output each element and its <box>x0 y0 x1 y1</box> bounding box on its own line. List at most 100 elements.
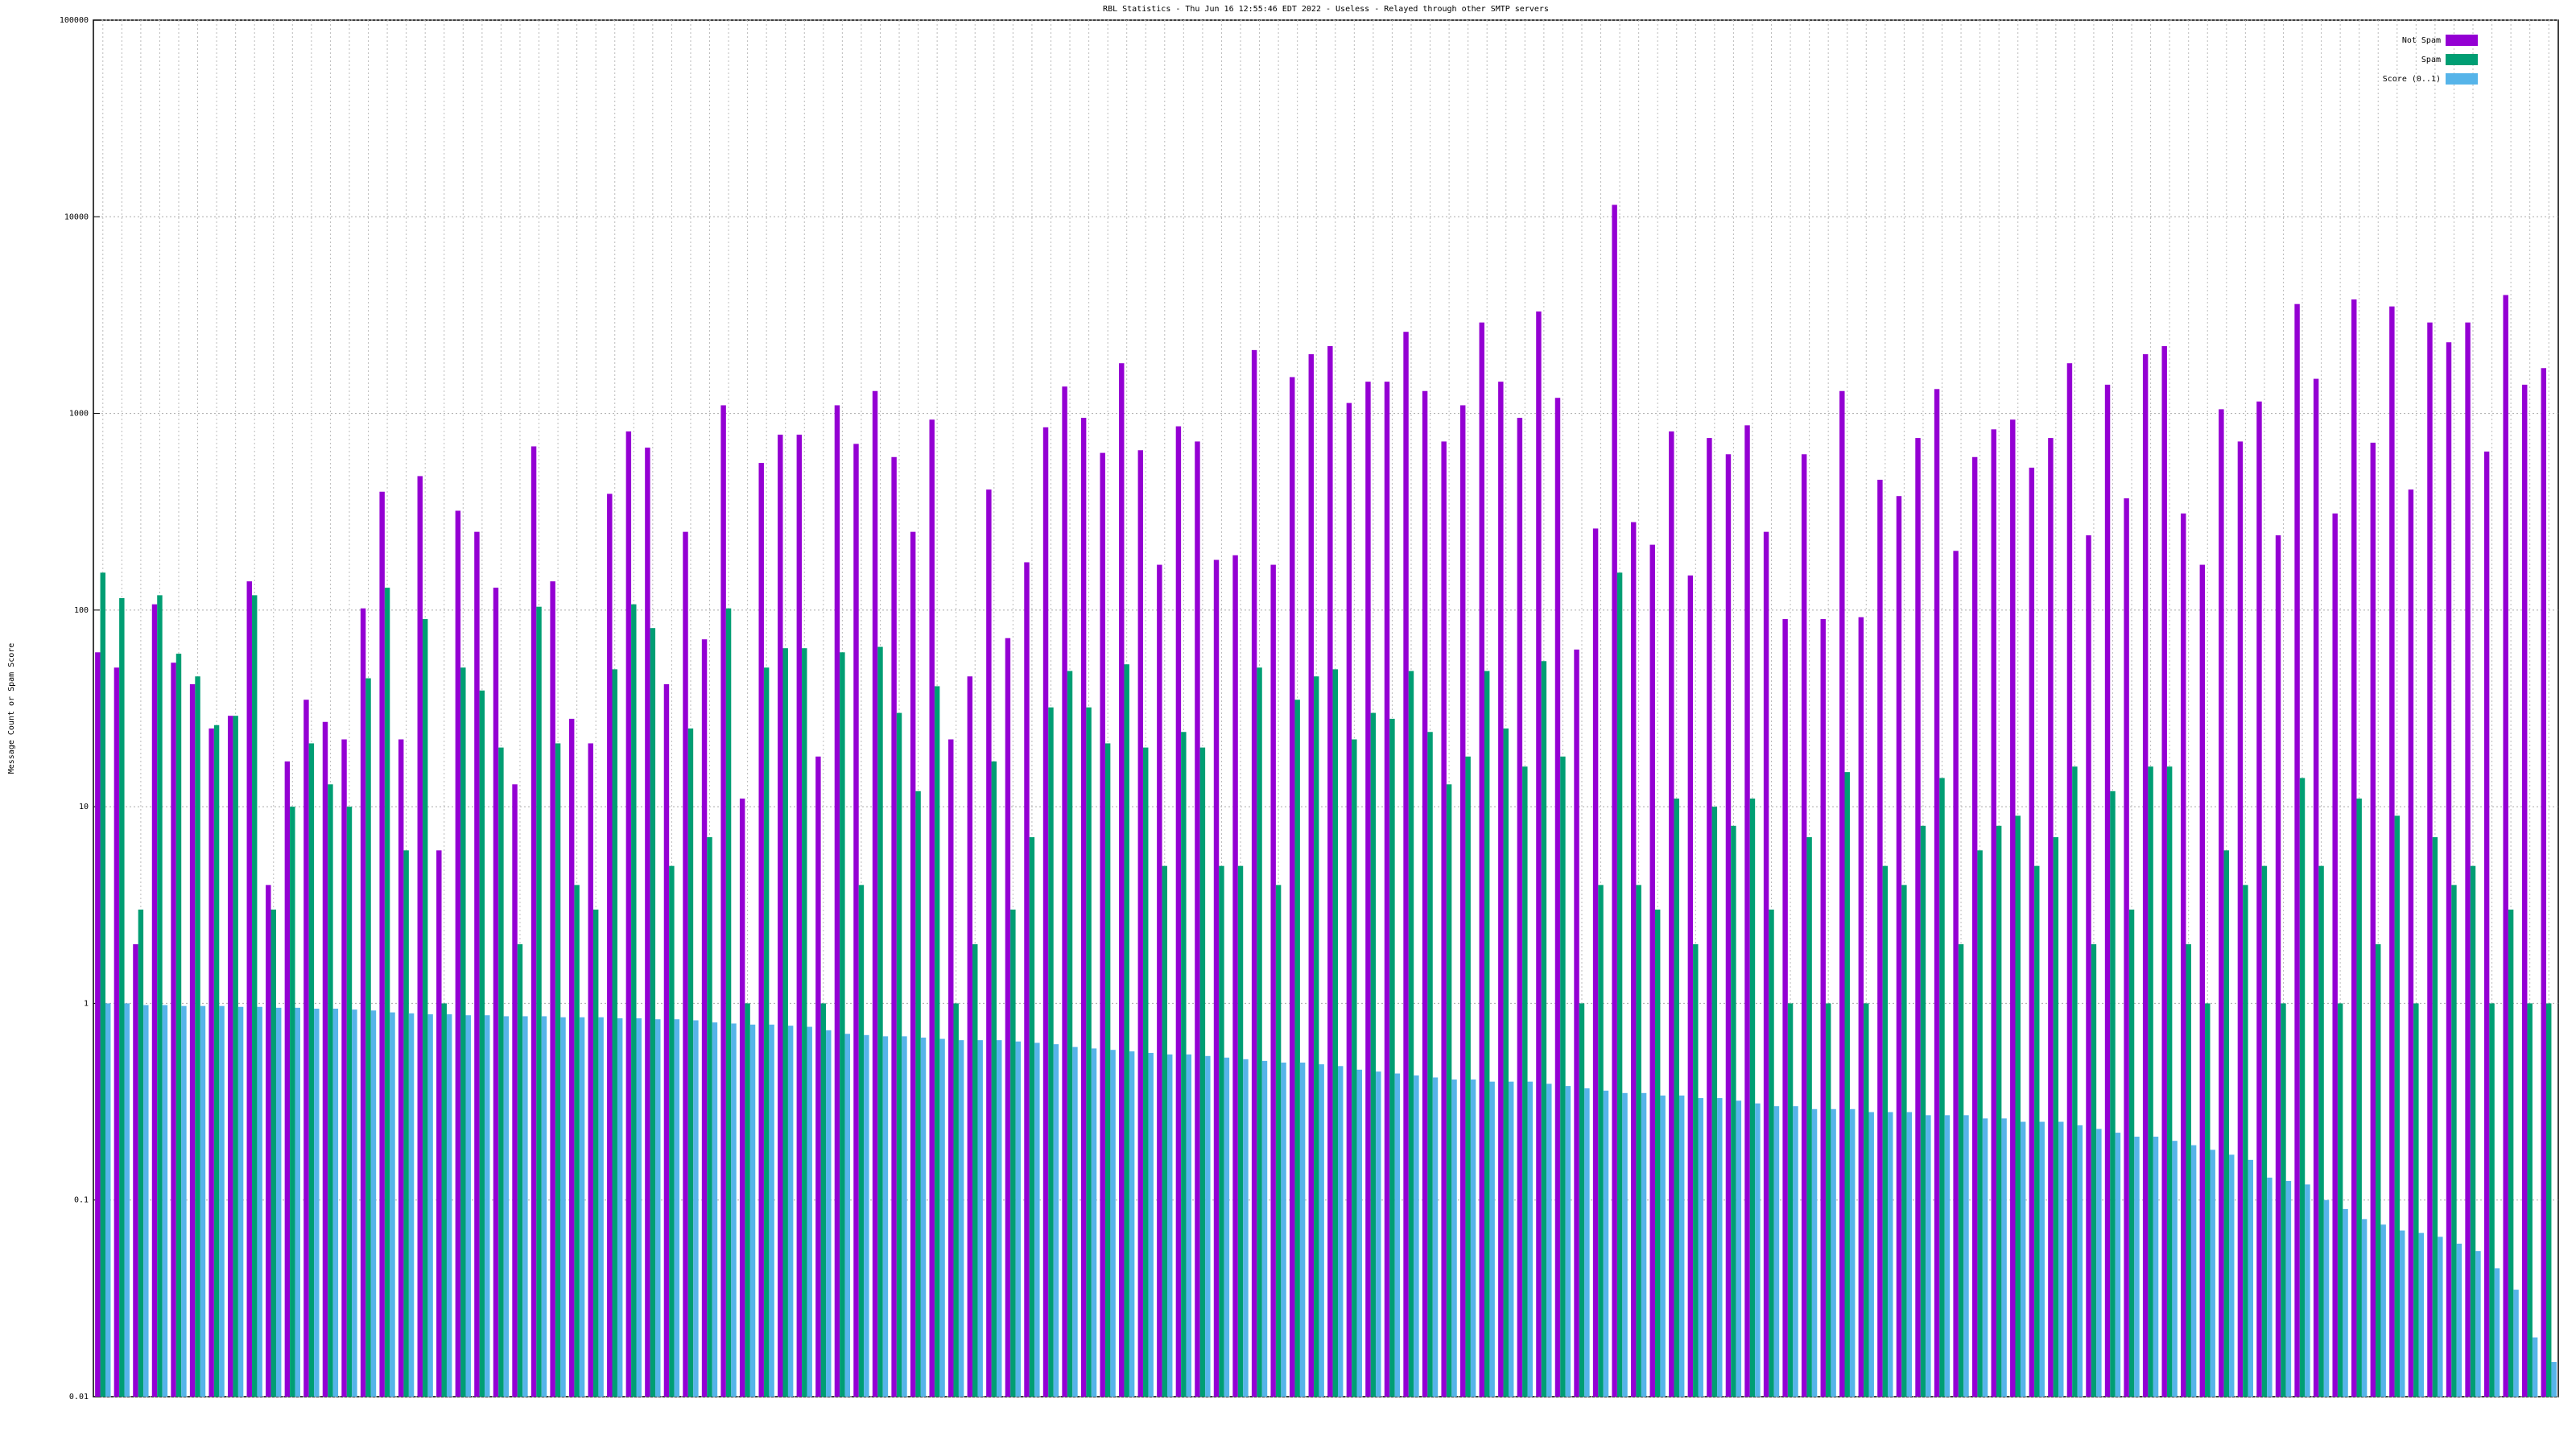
bar <box>1693 943 1699 1397</box>
bar <box>1110 1050 1116 1397</box>
bar <box>1882 865 1889 1397</box>
bar <box>1129 1051 1135 1397</box>
bar <box>403 850 409 1397</box>
bar <box>237 1006 244 1397</box>
bar <box>2072 766 2078 1397</box>
bar <box>1080 418 1087 1397</box>
bar <box>408 1013 415 1397</box>
bar <box>2551 1361 2557 1397</box>
bar <box>853 444 859 1397</box>
bar <box>1034 1042 1040 1397</box>
bar <box>1427 732 1433 1397</box>
bar <box>1598 885 1604 1397</box>
bar <box>1314 676 1319 1397</box>
bar <box>1565 1086 1571 1397</box>
bar <box>1237 865 1244 1397</box>
bar <box>2053 836 2059 1397</box>
bar <box>1698 1098 1703 1397</box>
bar <box>972 943 978 1397</box>
bar <box>1806 836 1812 1397</box>
bar <box>1205 1055 1211 1397</box>
bar <box>2029 467 2035 1397</box>
bar <box>1048 707 1054 1397</box>
bar <box>1294 700 1300 1397</box>
bar <box>1755 1103 1761 1397</box>
bar <box>864 1034 869 1397</box>
y-tick-label: 0.01 <box>69 1393 89 1402</box>
bar <box>1669 431 1674 1397</box>
bar <box>574 885 580 1397</box>
legend-swatch <box>2446 73 2478 85</box>
bar <box>625 431 632 1397</box>
bar <box>2142 354 2149 1397</box>
bar <box>915 791 921 1397</box>
bar <box>948 739 954 1397</box>
bar <box>1167 1054 1173 1397</box>
bar <box>2361 1219 2368 1397</box>
bar <box>1403 332 1409 1397</box>
bar <box>2527 1003 2533 1397</box>
bar <box>669 865 675 1397</box>
bar <box>114 667 120 1397</box>
bar <box>1944 1115 1951 1397</box>
bar <box>2489 1003 2495 1397</box>
bar <box>2356 799 2362 1397</box>
bar <box>512 784 518 1397</box>
bar <box>295 1007 300 1397</box>
bar <box>720 405 726 1397</box>
bar <box>802 648 807 1397</box>
bar <box>1384 382 1390 1397</box>
bar <box>782 648 788 1397</box>
bar <box>2148 766 2153 1397</box>
bar <box>1811 1108 1818 1397</box>
bar <box>2376 943 2381 1397</box>
bar <box>2318 865 2324 1397</box>
bar <box>446 1013 452 1397</box>
bar <box>1546 1084 1552 1397</box>
bar <box>171 663 176 1397</box>
bar <box>612 669 617 1397</box>
bar <box>474 531 480 1397</box>
bar <box>872 390 878 1397</box>
bar <box>251 595 258 1397</box>
bar <box>891 456 897 1397</box>
bar <box>157 595 163 1397</box>
bar <box>617 1018 623 1397</box>
bar <box>365 678 371 1397</box>
bar <box>902 1036 907 1397</box>
bar <box>1332 669 1338 1397</box>
bar <box>1137 450 1144 1397</box>
bar <box>2166 766 2173 1397</box>
bar <box>1162 865 1168 1397</box>
bar <box>233 716 238 1397</box>
bar <box>1261 1060 1268 1397</box>
bar <box>1592 528 1599 1397</box>
bar <box>1977 850 1983 1397</box>
bar <box>826 1030 832 1397</box>
bar <box>257 1006 262 1397</box>
bar <box>1584 1088 1590 1397</box>
bar <box>636 1018 642 1397</box>
bar <box>2305 1184 2310 1397</box>
bar <box>1308 354 1315 1397</box>
bar <box>560 1017 566 1397</box>
bar <box>119 598 125 1397</box>
bar <box>2124 498 2129 1397</box>
bar <box>1849 1108 1856 1397</box>
bar <box>2104 384 2111 1397</box>
bar <box>175 654 182 1397</box>
bar <box>227 716 233 1397</box>
bar <box>820 1003 827 1397</box>
bar <box>2199 564 2206 1397</box>
bar <box>1896 496 1902 1397</box>
chart-title: RBL Statistics - Thu Jun 16 12:55:46 EDT… <box>1103 5 1549 14</box>
bar <box>1630 522 1637 1397</box>
bar <box>2153 1137 2159 1397</box>
bar <box>346 807 353 1397</box>
bar <box>1527 1081 1533 1397</box>
bar <box>1327 345 1333 1397</box>
bar <box>441 1003 447 1397</box>
bar <box>579 1017 585 1397</box>
bar <box>1465 756 1471 1397</box>
y-tick-label: 100000 <box>60 16 89 25</box>
